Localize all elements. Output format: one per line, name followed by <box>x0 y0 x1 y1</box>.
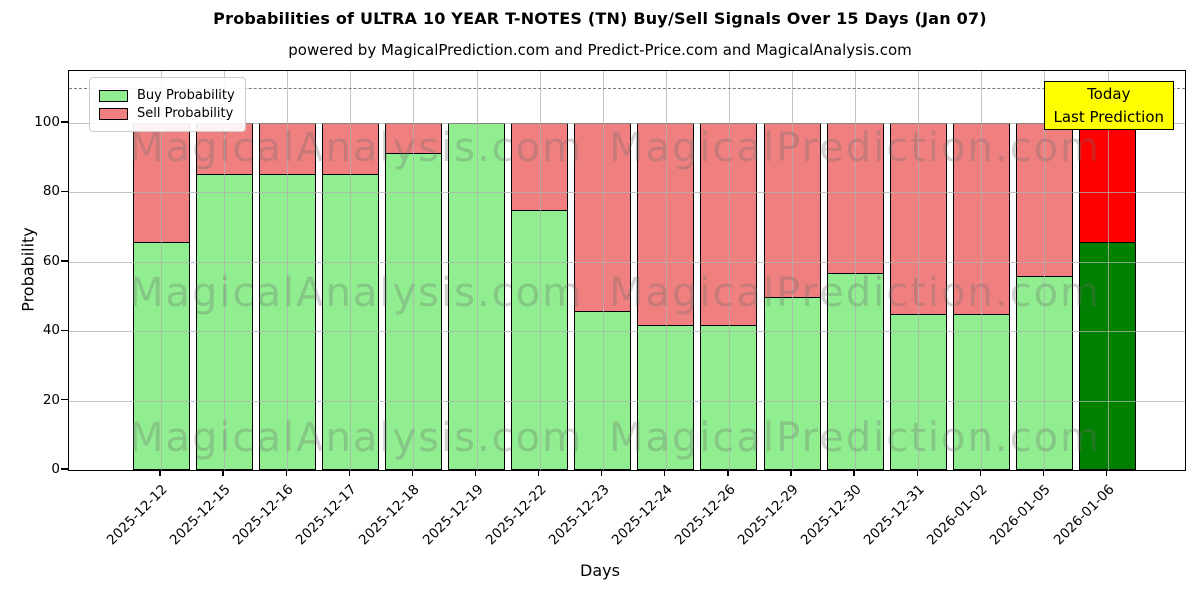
v-gridline <box>918 71 920 470</box>
today-annotation-line1: Today <box>1087 85 1131 103</box>
watermark-analysis: MagicalAnalysis.com <box>129 125 584 171</box>
y-tick-label: 0 <box>51 461 60 477</box>
v-gridline <box>224 71 226 470</box>
x-tick-mark <box>916 469 918 476</box>
grid-layer <box>69 71 1185 470</box>
legend-label-sell: Sell Probability <box>137 106 234 121</box>
v-gridline <box>728 71 730 470</box>
y-tick-label: 20 <box>42 391 60 408</box>
v-gridline <box>539 71 541 470</box>
v-gridline <box>602 71 604 470</box>
v-gridline <box>287 71 289 470</box>
x-tick-mark <box>222 469 224 476</box>
x-tick-label: 2025-12-12 <box>103 481 171 549</box>
x-tick-mark <box>159 469 161 476</box>
v-gridline <box>981 71 983 470</box>
h-gridline <box>69 123 1185 125</box>
v-gridline <box>1107 71 1109 470</box>
watermark-layer: MagicalAnalysis.com MagicalPrediction.com… <box>69 71 1185 470</box>
x-tick-mark <box>411 469 414 476</box>
x-tick-mark <box>790 469 792 476</box>
x-tick-mark <box>1042 469 1045 476</box>
x-axis-label: Days <box>580 561 620 580</box>
x-tick-mark <box>727 469 729 476</box>
watermark-prediction: MagicalPrediction.com <box>609 125 1101 171</box>
legend-item-buy: Buy Probability <box>99 88 235 103</box>
y-tick-label: 60 <box>42 252 60 269</box>
threshold-dashed-line <box>69 88 1185 90</box>
y-tick-label: 100 <box>34 114 60 131</box>
sell-color-swatch <box>99 107 128 120</box>
x-tick-mark <box>979 469 981 476</box>
v-gridline <box>476 71 478 470</box>
v-gridline <box>350 71 352 470</box>
watermark-prediction: MagicalPrediction.com <box>609 270 1101 316</box>
watermark-analysis: MagicalAnalysis.com <box>129 415 584 461</box>
x-tick-mark <box>348 469 350 476</box>
chart-title: Probabilities of ULTRA 10 YEAR T-NOTES (… <box>213 9 987 28</box>
v-gridline <box>413 71 415 470</box>
plot-area: MagicalAnalysis.com MagicalPrediction.com… <box>68 70 1186 471</box>
legend-label-buy: Buy Probability <box>137 88 235 103</box>
y-tick-mark <box>61 260 68 262</box>
v-gridline <box>855 71 857 470</box>
watermark-analysis: MagicalAnalysis.com <box>129 270 584 316</box>
y-tick-mark <box>61 329 68 331</box>
today-annotation: Today Last Prediction <box>1043 81 1175 130</box>
x-tick-mark <box>474 469 477 476</box>
y-tick-label: 80 <box>42 183 60 200</box>
x-tick-mark <box>601 469 603 476</box>
x-tick-mark <box>285 469 287 476</box>
h-gridline <box>69 331 1185 333</box>
legend: Buy Probability Sell Probability <box>89 77 246 132</box>
y-tick-mark <box>61 398 68 401</box>
x-tick-mark <box>1105 469 1108 476</box>
h-gridline <box>69 400 1185 402</box>
v-gridline <box>665 71 667 470</box>
x-tick-mark <box>664 469 666 476</box>
h-gridline <box>69 261 1185 263</box>
chart-subtitle: powered by MagicalPrediction.com and Pre… <box>288 41 912 59</box>
legend-item-sell: Sell Probability <box>99 106 235 121</box>
today-annotation-line2: Last Prediction <box>1053 107 1165 126</box>
h-gridline <box>69 192 1185 194</box>
y-tick-mark <box>61 468 68 470</box>
x-tick-mark <box>853 469 855 476</box>
watermark-prediction: MagicalPrediction.com <box>609 415 1101 461</box>
x-tick-mark <box>537 469 540 476</box>
buy-color-swatch <box>99 89 128 102</box>
y-tick-mark <box>61 121 68 123</box>
y-tick-mark <box>61 190 68 193</box>
v-gridline <box>792 71 793 470</box>
v-gridline <box>161 71 162 470</box>
v-gridline <box>1044 71 1046 470</box>
y-tick-label: 40 <box>42 322 60 339</box>
